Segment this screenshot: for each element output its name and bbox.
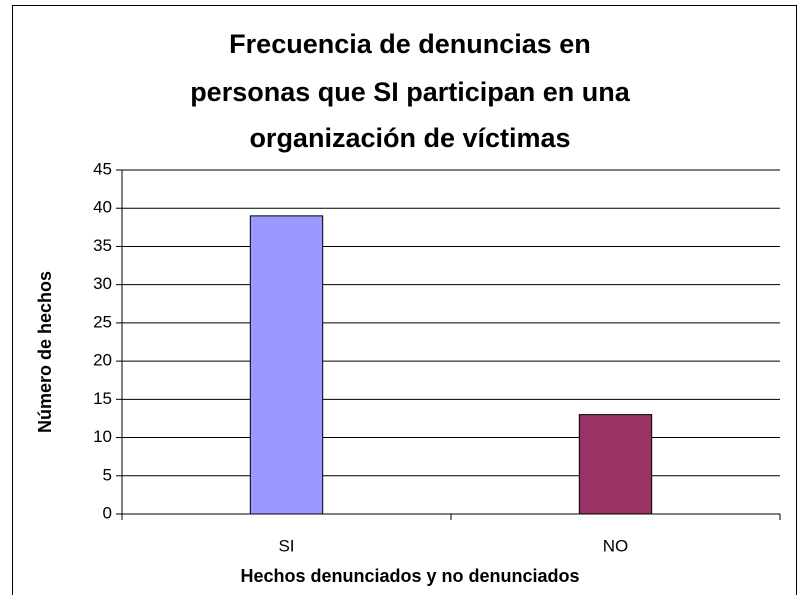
chart-title: organización de víctimas	[249, 123, 570, 153]
chart-title: Frecuencia de denuncias en	[229, 29, 591, 59]
y-tick-label: 20	[93, 351, 112, 370]
y-tick-label: 0	[103, 503, 112, 522]
x-axis-title: Hechos denunciados y no denunciados	[240, 566, 579, 586]
y-tick-label: 35	[93, 236, 112, 255]
y-axis-title: Número de hechos	[35, 271, 55, 433]
x-tick-label: NO	[603, 536, 629, 555]
chart-frame	[12, 5, 797, 595]
y-tick-label: 45	[93, 159, 112, 178]
chart-title: personas que SI participan en una	[190, 77, 631, 107]
y-tick-label: 10	[93, 427, 112, 446]
y-tick-label: 30	[93, 274, 112, 293]
y-tick-label: 25	[93, 312, 112, 331]
bar	[249, 215, 324, 515]
y-tick-label: 40	[93, 198, 112, 217]
y-tick-label: 15	[93, 389, 112, 408]
y-tick-label: 5	[103, 465, 112, 484]
bar	[578, 414, 653, 515]
x-tick-label: SI	[278, 536, 294, 555]
